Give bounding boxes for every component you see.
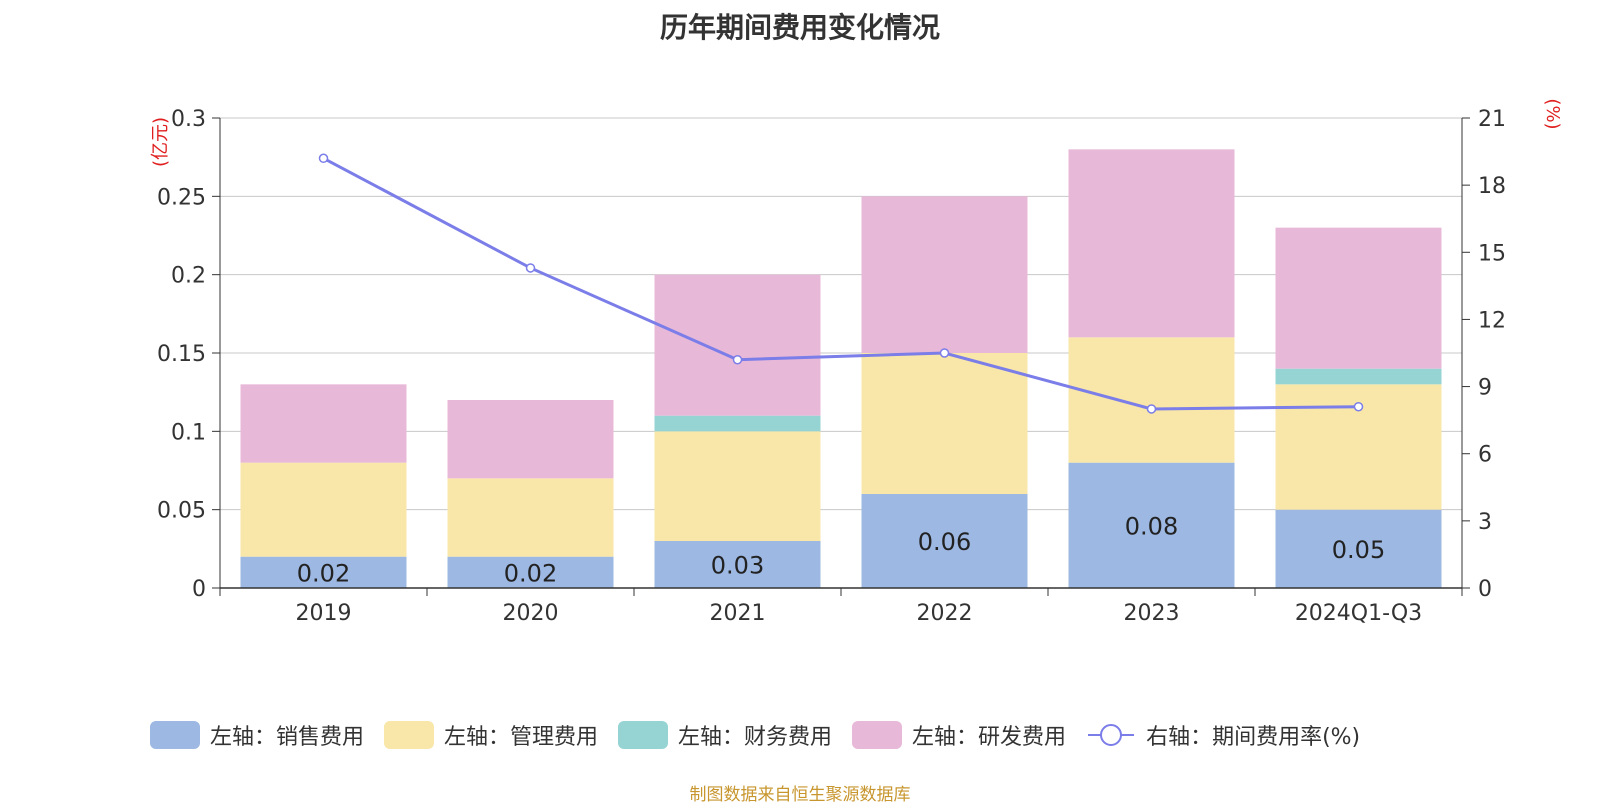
rate-line-layer xyxy=(318,153,1364,414)
bar-segment xyxy=(654,431,821,541)
bar-segment xyxy=(1275,509,1442,588)
left-tick-label: 0.25 xyxy=(157,185,206,210)
right-tick-label: 21 xyxy=(1478,107,1506,132)
legend-swatch xyxy=(150,721,200,749)
left-tick-label: 0.15 xyxy=(157,342,206,367)
bar-value-label: 0.03 xyxy=(711,552,764,580)
left-tick-label: 0 xyxy=(192,577,206,602)
right-tick-label: 9 xyxy=(1478,376,1492,401)
bar-value-label: 0.02 xyxy=(504,559,557,587)
legend-item[interactable]: 左轴：研发费用 xyxy=(852,719,1066,751)
legend: 左轴：销售费用 左轴：管理费用 左轴：财务费用 左轴：研发费用 右轴：期间费用率(%) xyxy=(150,720,1380,750)
bar-layer xyxy=(240,149,1442,588)
legend-line-swatch xyxy=(1088,724,1135,746)
bar-segment xyxy=(1068,462,1235,588)
bar-segment xyxy=(861,353,1028,494)
bar-segment xyxy=(1275,227,1442,369)
bar-value-label: 0.06 xyxy=(918,528,971,556)
bar-segment xyxy=(447,478,614,557)
left-tick-label: 0.1 xyxy=(171,420,206,445)
bar-segment xyxy=(654,274,821,416)
rate-line xyxy=(322,156,1359,411)
left-tick-label: 0.05 xyxy=(157,499,206,524)
legend-item[interactable]: 左轴：财务费用 xyxy=(618,719,832,751)
left-tick-label: 0.2 xyxy=(171,264,206,289)
rate-point xyxy=(525,263,536,273)
grid-lines xyxy=(220,117,1462,511)
right-tick-label: 6 xyxy=(1478,443,1492,468)
legend-item[interactable]: 右轴：期间费用率(%) xyxy=(1086,719,1360,751)
bar-segment xyxy=(1068,149,1235,338)
chart-title: 历年期间费用变化情况 xyxy=(659,11,940,44)
legend-label: 左轴：研发费用 xyxy=(912,725,1067,750)
rate-point xyxy=(1146,404,1157,414)
x-tick-label: 2023 xyxy=(1124,601,1180,626)
legend-label: 左轴：销售费用 xyxy=(210,725,365,750)
data-labels: 0.02 0.02 0.03 0.06 0.08 0.05 xyxy=(297,512,1385,587)
rate-point xyxy=(939,348,950,358)
legend-marker xyxy=(1100,724,1123,746)
legend-item[interactable]: 左轴：管理费用 xyxy=(384,719,598,751)
legend-swatch xyxy=(852,721,903,749)
bar-segment xyxy=(1275,368,1442,385)
bar-segment xyxy=(861,196,1028,353)
bar-segment xyxy=(240,556,407,588)
right-tick-label: 18 xyxy=(1478,174,1506,199)
x-tick-label: 2022 xyxy=(917,601,973,626)
bar-value-label: 0.02 xyxy=(297,559,350,587)
source-note: 制图数据来自恒生聚源数据库 xyxy=(689,785,911,805)
legend-swatch xyxy=(384,721,435,749)
x-tick-label: 2020 xyxy=(503,601,559,626)
bar-segment xyxy=(654,541,821,588)
legend-swatch xyxy=(618,721,669,749)
bar-segment xyxy=(240,462,407,557)
right-tick-label: 15 xyxy=(1478,241,1506,266)
bar-segment xyxy=(447,556,614,588)
bar-segment xyxy=(447,400,614,479)
bar-segment xyxy=(861,494,1028,588)
x-tick-label: 2021 xyxy=(710,601,766,626)
left-tick-label: 0.3 xyxy=(171,107,206,132)
left-axis-unit: (亿元) xyxy=(150,117,171,167)
right-axis-unit: (%) xyxy=(1542,98,1563,129)
legend-label: 左轴：管理费用 xyxy=(444,725,599,750)
x-tick-label: 2024Q1-Q3 xyxy=(1295,601,1422,626)
bar-value-label: 0.05 xyxy=(1332,536,1385,564)
legend-label: 右轴：期间费用率(%) xyxy=(1146,725,1361,750)
chart-area: 0 0.05 0.1 0.15 0.2 0.25 0.3 0 3 6 9 12 15 18 21 2019 20… xyxy=(150,98,1563,626)
right-tick-label: 12 xyxy=(1478,308,1506,333)
bar-segment xyxy=(654,415,821,432)
legend-label: 左轴：财务费用 xyxy=(678,725,833,750)
bar-segment xyxy=(1068,337,1235,463)
rate-point xyxy=(1353,401,1364,412)
bar-value-label: 0.08 xyxy=(1125,512,1178,540)
legend-item[interactable]: 左轴：销售费用 xyxy=(150,719,364,751)
rate-point xyxy=(732,354,743,365)
rate-point xyxy=(318,153,329,164)
right-tick-label: 3 xyxy=(1478,510,1492,535)
right-tick-label: 0 xyxy=(1478,577,1492,602)
axes: 0 0.05 0.1 0.15 0.2 0.25 0.3 0 3 6 9 12 15 18 21 2019 20… xyxy=(150,98,1563,626)
x-tick-label: 2019 xyxy=(296,601,352,626)
bar-segment xyxy=(240,384,407,463)
